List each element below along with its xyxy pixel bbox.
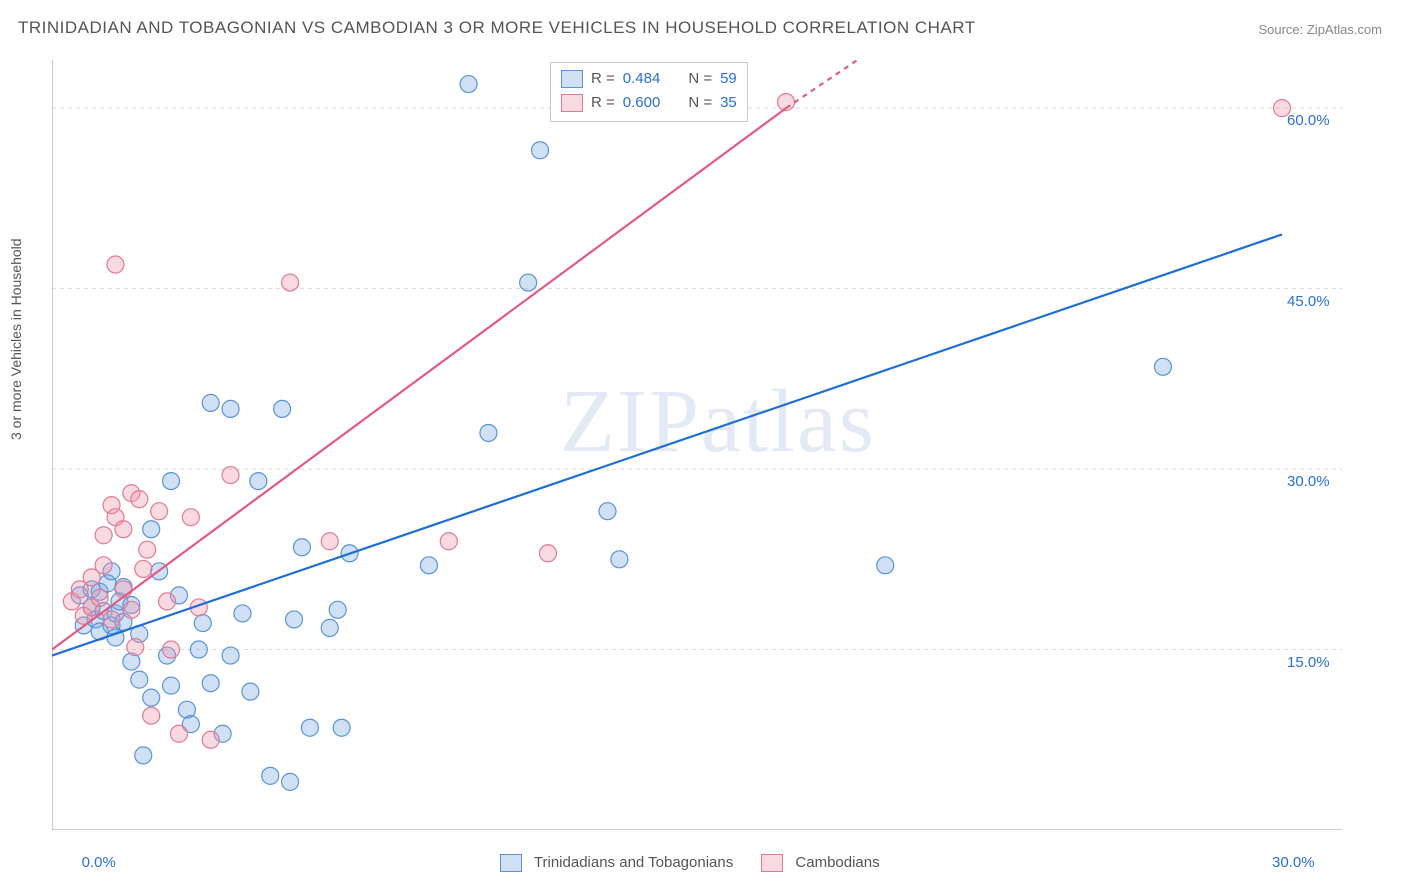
- swatch-series-1: [561, 70, 583, 88]
- r-value-2: 0.600: [623, 91, 661, 115]
- legend-row-2: R = 0.600 N = 35: [561, 91, 737, 115]
- r-label: R =: [591, 67, 615, 91]
- legend-item-1: Trinidadians and Tobagonians: [500, 854, 733, 872]
- legend-item-2: Cambodians: [761, 854, 879, 872]
- chart-title: TRINIDADIAN AND TOBAGONIAN VS CAMBODIAN …: [18, 18, 976, 38]
- n-label: N =: [688, 91, 712, 115]
- y-tick-label: 60.0%: [1287, 112, 1330, 129]
- x-tick-label: 30.0%: [1272, 854, 1315, 871]
- y-tick-label: 30.0%: [1287, 473, 1330, 490]
- swatch-series-1-icon: [500, 854, 522, 872]
- swatch-series-2-icon: [761, 854, 783, 872]
- r-value-1: 0.484: [623, 67, 661, 91]
- scatter-chart: [52, 60, 1342, 830]
- series-legend: Trinidadians and Tobagonians Cambodians: [500, 854, 880, 872]
- y-tick-label: 15.0%: [1287, 654, 1330, 671]
- y-tick-label: 45.0%: [1287, 293, 1330, 310]
- legend-label-1: Trinidadians and Tobagonians: [534, 854, 733, 871]
- legend-label-2: Cambodians: [795, 854, 879, 871]
- legend-row-1: R = 0.484 N = 59: [561, 67, 737, 91]
- y-axis-label: 3 or more Vehicles in Household: [8, 238, 24, 440]
- n-label: N =: [688, 67, 712, 91]
- x-tick-label: 0.0%: [82, 854, 116, 871]
- correlation-legend: R = 0.484 N = 59 R = 0.600 N = 35: [550, 62, 748, 122]
- n-value-2: 35: [720, 91, 737, 115]
- swatch-series-2: [561, 94, 583, 112]
- source-label: Source: ZipAtlas.com: [1258, 22, 1382, 37]
- r-label: R =: [591, 91, 615, 115]
- n-value-1: 59: [720, 67, 737, 91]
